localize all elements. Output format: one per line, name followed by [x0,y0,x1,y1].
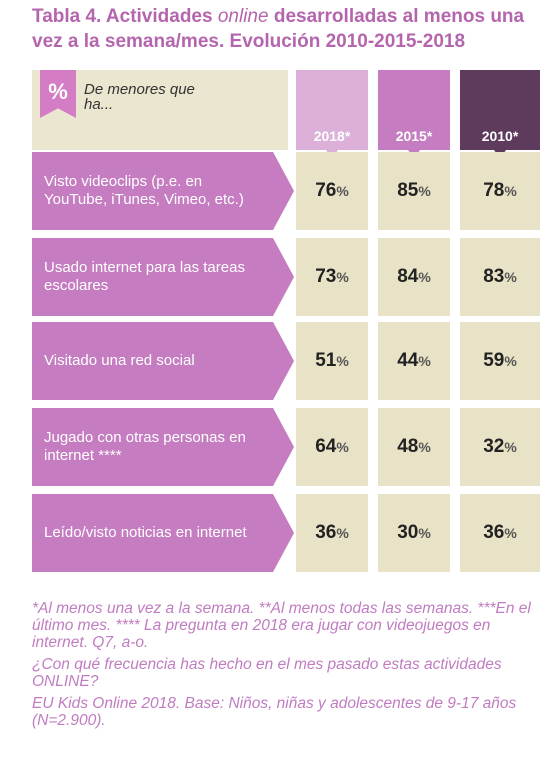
value: 64 [315,436,337,457]
value: 36 [483,522,505,543]
title: Tabla 4. Actividades online desarrollada… [32,4,547,54]
value: 51 [315,350,337,371]
corner-cell: % De menores que ha... [32,70,288,150]
unit: % [418,439,431,455]
value: 30 [397,522,419,543]
column-header: 2010* [460,70,540,150]
title-text: desarrolladas al menos una vez a la sema… [32,6,525,52]
unit: % [418,525,431,541]
title-emphasis: online [217,6,269,27]
unit: % [504,353,517,369]
footnote: *Al menos una vez a la semana. **Al meno… [32,600,531,651]
value-cell: 59% [460,322,540,400]
value-cell: 76% [296,152,368,230]
value: 44 [397,350,419,371]
value: 32 [483,436,505,457]
value: 76 [315,180,337,201]
value: 83 [483,266,505,287]
unit: % [504,439,517,455]
unit: % [418,183,431,199]
unit: % [336,353,349,369]
value: 78 [483,180,505,201]
value: 84 [397,266,419,287]
value-cell: 32% [460,408,540,486]
value: 48 [397,436,419,457]
value-cell: 44% [378,322,450,400]
value-cell: 84% [378,238,450,316]
value-cell: 36% [460,494,540,572]
unit: % [336,439,349,455]
row-label: Usado internet para las tareas escolares [32,238,294,316]
value-cell: 51% [296,322,368,400]
footnote: ¿Con qué frecuencia has hecho en el mes … [32,656,502,690]
footnotes: *Al menos una vez a la semana. **Al meno… [32,600,542,734]
row-label: Visto videoclips (p.e. en YouTube, iTune… [32,152,294,230]
value: 36 [315,522,337,543]
column-header: 2015* [378,70,450,150]
value: 85 [397,180,419,201]
value-cell: 48% [378,408,450,486]
unit: % [336,269,349,285]
value-cell: 85% [378,152,450,230]
unit: % [336,525,349,541]
unit: % [504,183,517,199]
unit: % [418,353,431,369]
corner-text: De menores que ha... [84,81,195,113]
value: 59 [483,350,505,371]
row-label: Visitado una red social [32,322,294,400]
title-text: Tabla 4. Actividades [32,6,218,27]
unit: % [504,269,517,285]
footnote: EU Kids Online 2018. Base: Niños, niñas … [32,695,517,729]
value-cell: 78% [460,152,540,230]
row-label: Leído/visto noticias en internet [32,494,294,572]
unit-badge: % [40,70,76,118]
unit: % [504,525,517,541]
value-cell: 30% [378,494,450,572]
value-cell: 64% [296,408,368,486]
value-cell: 73% [296,238,368,316]
unit: % [336,183,349,199]
value-cell: 83% [460,238,540,316]
unit: % [418,269,431,285]
value-cell: 36% [296,494,368,572]
row-label: Jugado con otras personas en internet **… [32,408,294,486]
value: 73 [315,266,337,287]
column-header: 2018* [296,70,368,150]
